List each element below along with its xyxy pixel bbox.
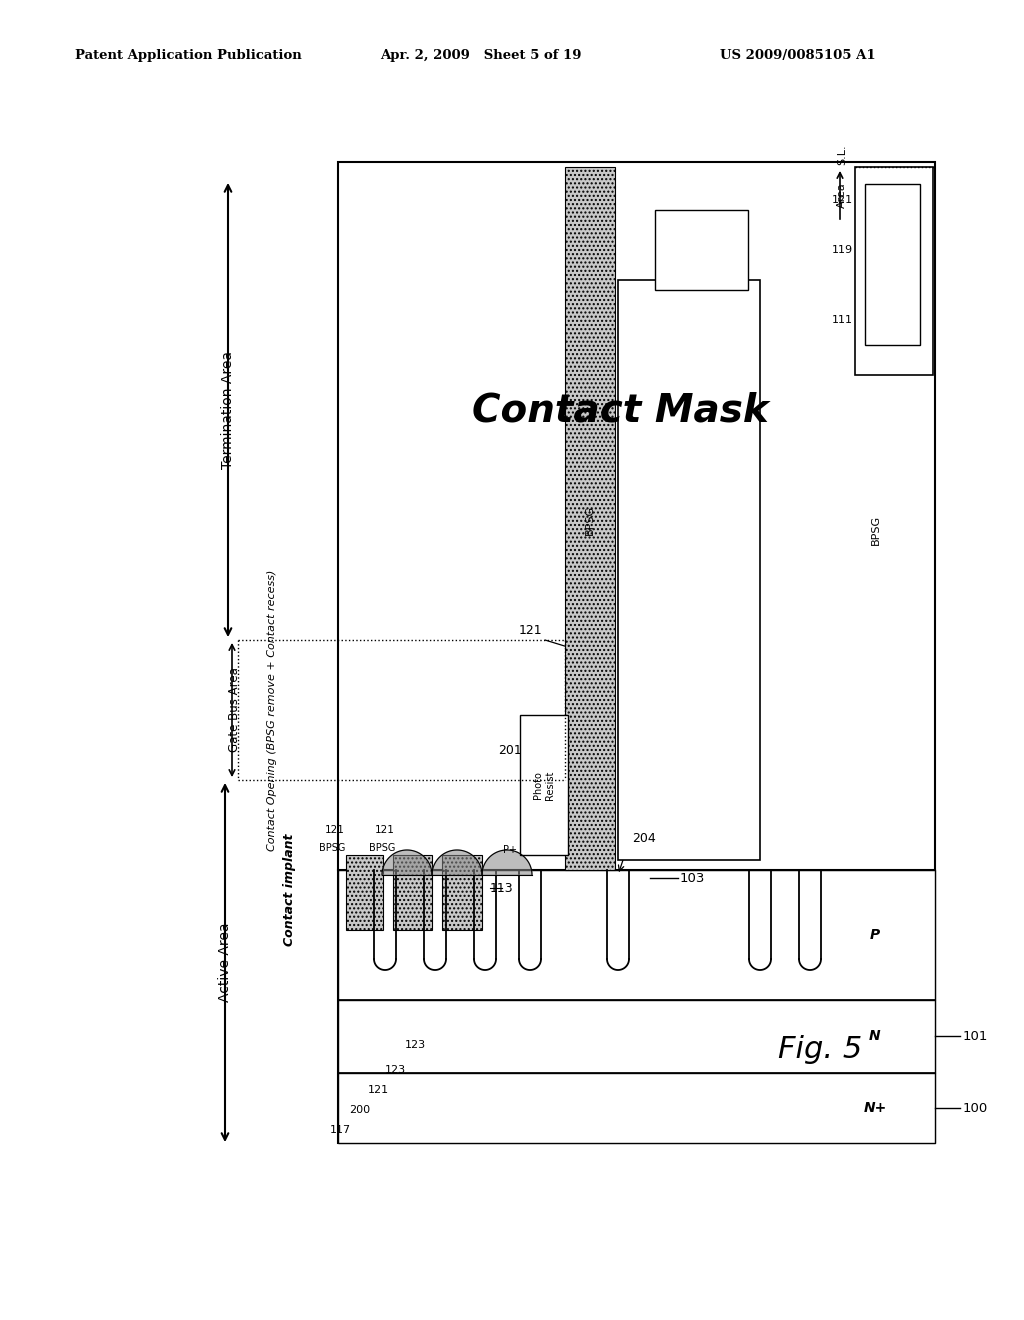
Polygon shape [382,850,432,875]
Text: Contact Mask: Contact Mask [472,391,768,429]
Text: 113: 113 [490,882,514,895]
Text: Photo
Resist: Photo Resist [534,771,555,800]
Polygon shape [482,850,532,875]
Bar [855,168,933,375]
Text: BPSG: BPSG [871,515,881,545]
Text: Contact implant: Contact implant [284,834,297,946]
Text: 111: 111 [831,315,853,325]
Text: P+: P+ [503,845,517,855]
Text: 119: 119 [831,246,853,255]
Text: 123: 123 [404,1040,426,1049]
Text: 204: 204 [632,832,655,845]
Text: 100: 100 [963,1101,988,1114]
Text: 121: 121 [375,825,395,836]
Bar [655,210,748,290]
Text: Termination Area: Termination Area [221,351,234,469]
Bar [338,1001,935,1073]
Bar [346,855,383,931]
Bar [338,162,935,1143]
Text: 117: 117 [330,1125,350,1135]
Text: BPSG: BPSG [585,506,595,535]
Bar [865,183,920,345]
Bar [393,855,432,931]
Text: 123: 123 [384,1065,406,1074]
Text: US 2009/0085105 A1: US 2009/0085105 A1 [720,49,876,62]
Text: 101: 101 [963,1030,988,1043]
Text: Area: Area [837,182,847,207]
Text: 200: 200 [349,1105,371,1115]
Text: Fig. 5: Fig. 5 [778,1035,862,1064]
Bar [442,855,482,931]
Text: N: N [869,1030,881,1043]
Text: Patent Application Publication: Patent Application Publication [75,49,302,62]
Text: Gate Bus Area: Gate Bus Area [227,668,241,752]
Bar [338,1073,935,1143]
Text: 121: 121 [831,195,853,205]
Text: 201: 201 [499,743,522,756]
Bar [338,870,935,1001]
Text: BPSG: BPSG [318,843,345,853]
Text: BPSG: BPSG [369,843,395,853]
Text: Contact Opening (BPSG remove + Contact recess): Contact Opening (BPSG remove + Contact r… [267,569,278,850]
Bar [855,170,897,310]
Text: S.L.: S.L. [837,144,847,165]
Text: 103: 103 [680,871,706,884]
Text: Active Area: Active Area [218,923,232,1002]
Text: 121: 121 [368,1085,388,1096]
Polygon shape [432,850,482,875]
Text: P: P [870,928,880,942]
Text: 121: 121 [326,825,345,836]
Text: N+: N+ [863,1101,887,1115]
Bar [520,715,568,855]
Bar [618,280,760,861]
Text: Apr. 2, 2009   Sheet 5 of 19: Apr. 2, 2009 Sheet 5 of 19 [380,49,582,62]
Text: 121: 121 [518,623,542,636]
Bar [565,168,615,870]
